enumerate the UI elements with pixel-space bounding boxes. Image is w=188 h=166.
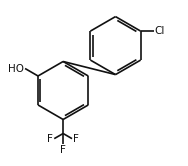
Text: Cl: Cl bbox=[154, 26, 165, 36]
Text: F: F bbox=[47, 134, 53, 144]
Text: F: F bbox=[73, 134, 79, 144]
Text: HO: HO bbox=[8, 64, 24, 74]
Text: F: F bbox=[60, 145, 66, 155]
